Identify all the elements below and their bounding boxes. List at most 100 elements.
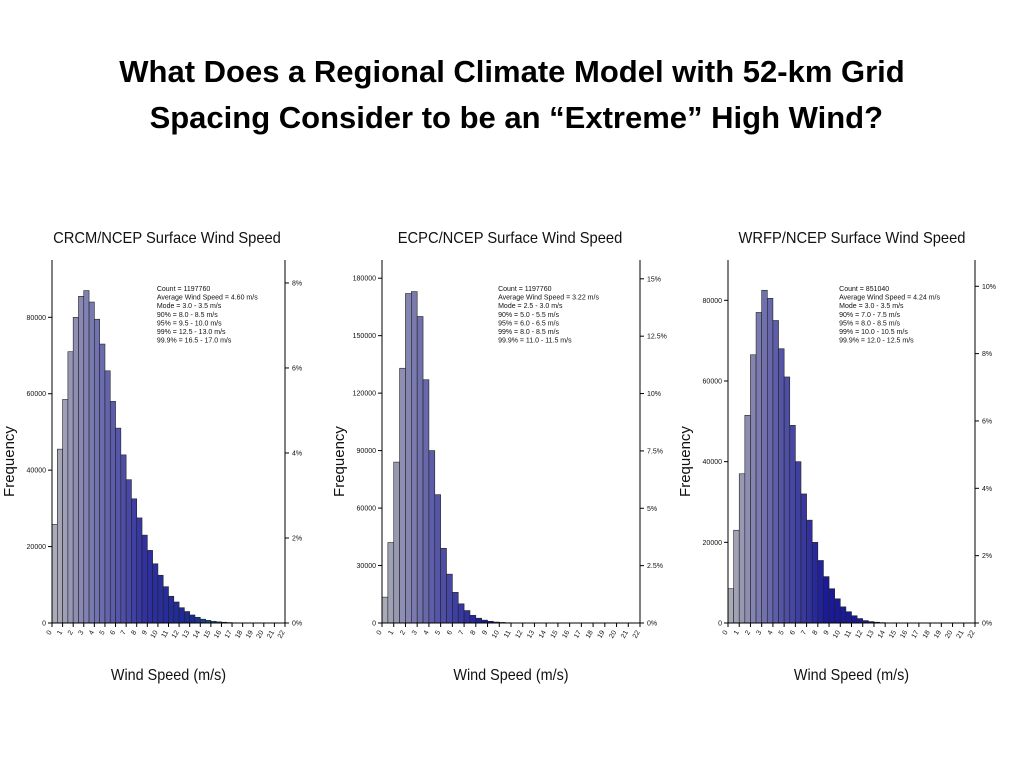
bar	[851, 615, 858, 624]
bar	[72, 317, 79, 624]
bar	[446, 573, 453, 624]
bar	[772, 320, 779, 624]
x-tick-label: 8	[470, 629, 478, 636]
annotation: 99% = 12.5 - 13.0 m/s	[157, 329, 226, 336]
annotation: 95% = 8.0 - 8.5 m/s	[839, 320, 900, 327]
y-tick-label: 40000	[703, 459, 723, 466]
bar	[475, 617, 482, 624]
x-tick-label: 0	[376, 629, 384, 636]
x-tick-label: 19	[245, 629, 255, 639]
bar	[104, 370, 111, 624]
x-tick-label: 5	[778, 629, 786, 636]
x-tick-label: 7	[120, 629, 128, 636]
bar	[422, 379, 430, 624]
x-tick-label: 13	[866, 629, 876, 639]
bar	[811, 542, 819, 624]
annotation: 95% = 9.5 - 10.0 m/s	[157, 320, 222, 327]
bar	[62, 399, 69, 624]
bar	[839, 606, 847, 624]
annotation: Count = 851040	[839, 286, 889, 293]
x-tick-label: 10	[491, 629, 501, 639]
chart-title: CRCM/NCEP Surface Wind Speed	[53, 229, 281, 247]
y2-tick-label: 10%	[982, 284, 996, 291]
y-tick-label: 40000	[27, 468, 47, 475]
bar	[469, 615, 477, 624]
bar	[828, 588, 835, 624]
x-tick-label: 13	[526, 629, 536, 639]
x-tick-label: 10	[150, 629, 160, 639]
bar	[738, 473, 746, 624]
x-tick-label: 2	[399, 629, 407, 636]
y-tick-label: 30000	[357, 563, 377, 570]
y-axis-label: Frequency	[331, 426, 348, 497]
bar	[168, 595, 175, 624]
x-tick-label: 20	[256, 629, 266, 639]
y-tick-label: 80000	[27, 315, 47, 322]
annotation: 90% = 8.0 - 8.5 m/s	[157, 312, 218, 319]
bar	[834, 598, 841, 624]
x-tick-label: 12	[514, 629, 524, 639]
bar	[845, 611, 852, 624]
annotation: 90% = 7.0 - 7.5 m/s	[839, 312, 900, 319]
y-tick-label: 90000	[357, 448, 377, 455]
x-tick-label: 6	[789, 629, 797, 636]
x-tick-label: 19	[933, 629, 943, 639]
x-tick-label: 12	[854, 629, 864, 639]
bar	[856, 618, 864, 624]
x-tick-label: 3	[411, 629, 419, 636]
chart-title: WRFP/NCEP Surface Wind Speed	[739, 229, 966, 247]
x-tick-label: 4	[767, 629, 775, 636]
annotation: Mode = 3.0 - 3.5 m/s	[839, 303, 904, 310]
bar	[393, 461, 400, 624]
x-tick-label: 20	[608, 629, 618, 639]
x-tick-label: 11	[503, 629, 513, 639]
bar	[162, 586, 169, 624]
bar	[452, 592, 459, 624]
annotation: Average Wind Speed = 4.24 m/s	[839, 295, 940, 302]
bar	[823, 576, 830, 624]
x-tick-label: 14	[538, 629, 548, 639]
y2-tick-label: 2.5%	[647, 563, 663, 570]
y-tick-label: 0	[718, 621, 722, 628]
bar	[766, 298, 774, 624]
bar	[806, 519, 813, 624]
x-tick-label: 14	[192, 629, 202, 639]
y2-tick-label: 4%	[292, 450, 302, 457]
x-tick-label: 13	[181, 629, 191, 639]
x-tick-label: 12	[171, 629, 181, 639]
annotation: Mode = 2.5 - 3.0 m/s	[498, 303, 563, 310]
x-tick-label: 3	[77, 629, 85, 636]
bar	[120, 454, 127, 624]
annotation: 99.9% = 12.0 - 12.5 m/s	[839, 338, 914, 345]
x-tick-label: 5	[434, 629, 442, 636]
y-tick-label: 0	[372, 621, 376, 628]
x-tick-label: 15	[550, 629, 560, 639]
bar	[789, 425, 796, 624]
y-axis-label: Frequency	[1, 426, 18, 497]
x-tick-label: 2	[744, 629, 752, 636]
bar	[755, 312, 762, 624]
x-tick-label: 22	[632, 629, 642, 639]
chart: CRCM/NCEP Surface Wind Speed 0 20000 40000 6…	[1, 229, 302, 684]
x-axis-label: Wind Speed (m/s)	[453, 666, 568, 684]
bar	[416, 316, 424, 624]
bar	[428, 450, 436, 624]
bar	[83, 290, 90, 624]
x-tick-label: 21	[266, 629, 276, 639]
x-tick-label: 18	[234, 629, 244, 639]
x-tick-label: 9	[141, 629, 149, 636]
x-tick-label: 16	[561, 629, 571, 639]
y2-tick-label: 15%	[647, 276, 661, 283]
annotation: Count = 1197760	[157, 286, 210, 293]
x-tick-label: 1	[56, 629, 64, 636]
x-tick-label: 7	[458, 629, 466, 636]
bar	[440, 547, 447, 624]
x-tick-label: 5	[99, 629, 107, 636]
x-tick-label: 3	[755, 629, 763, 636]
y2-tick-label: 0%	[292, 621, 302, 628]
y2-tick-label: 8%	[982, 351, 992, 358]
bar	[795, 461, 802, 624]
bar	[56, 448, 63, 624]
bar	[750, 354, 757, 624]
y-tick-label: 150000	[353, 333, 376, 340]
